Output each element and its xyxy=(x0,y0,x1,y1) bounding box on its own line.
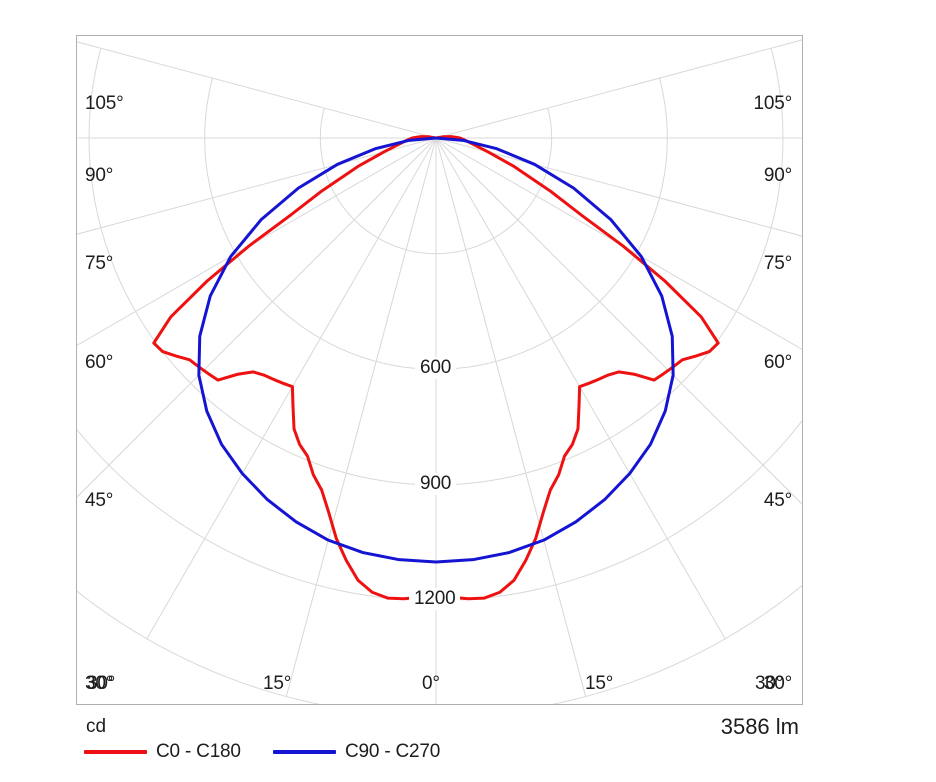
axis-label-bottom-15-left: 15° xyxy=(263,673,292,694)
axis-label-left-90: 90° xyxy=(85,165,114,186)
legend-label-c90-c270: C90 - C270 xyxy=(345,741,441,762)
total-luminous-flux-label: 3586 lm xyxy=(720,714,799,739)
axis-label-left-45: 45° xyxy=(85,490,114,511)
legend-swatch-c90-c270 xyxy=(273,750,336,754)
axis-label-bottom-15-right: 15° xyxy=(585,673,614,694)
axis-label-right-30: 30° xyxy=(763,673,792,694)
legend-entry-c90-c270[interactable]: C90 - C270 xyxy=(273,741,441,762)
axis-label-left-60: 60° xyxy=(85,352,114,373)
axis-label-left-75: 75° xyxy=(85,253,114,274)
axis-label-right-105: 105° xyxy=(753,93,793,114)
axis-label-right-90: 90° xyxy=(763,165,792,186)
axis-label-left-105: 105° xyxy=(85,93,124,114)
legend: cd 3586 lm C0 - C180 C90 - C270 xyxy=(76,706,803,776)
axis-label-bottom-30-left: 30° xyxy=(87,673,116,694)
legend-entry-c0-c180[interactable]: C0 - C180 xyxy=(84,741,241,762)
axis-label-right-45: 45° xyxy=(763,490,792,511)
legend-label-c0-c180: C0 - C180 xyxy=(156,741,241,762)
radial-label-600: 600 xyxy=(415,357,457,379)
axis-label-bottom-0: 0° xyxy=(422,673,440,694)
plot-frame: 105° 90° 75° 60° 45° 30° 105° 90° 75° 60… xyxy=(76,35,803,705)
legend-swatch-c0-c180 xyxy=(84,750,147,754)
axis-label-right-60: 60° xyxy=(763,352,792,373)
axis-label-left-30: 30° xyxy=(85,673,114,694)
radial-label-900: 900 xyxy=(415,473,457,495)
curve-c90-c270 xyxy=(197,136,675,564)
radial-label-1200: 1200 xyxy=(409,588,461,610)
axis-label-right-75: 75° xyxy=(763,253,792,274)
axis-label-bottom-30-right: 30° xyxy=(755,673,784,694)
intensity-unit-label: cd xyxy=(86,716,107,737)
